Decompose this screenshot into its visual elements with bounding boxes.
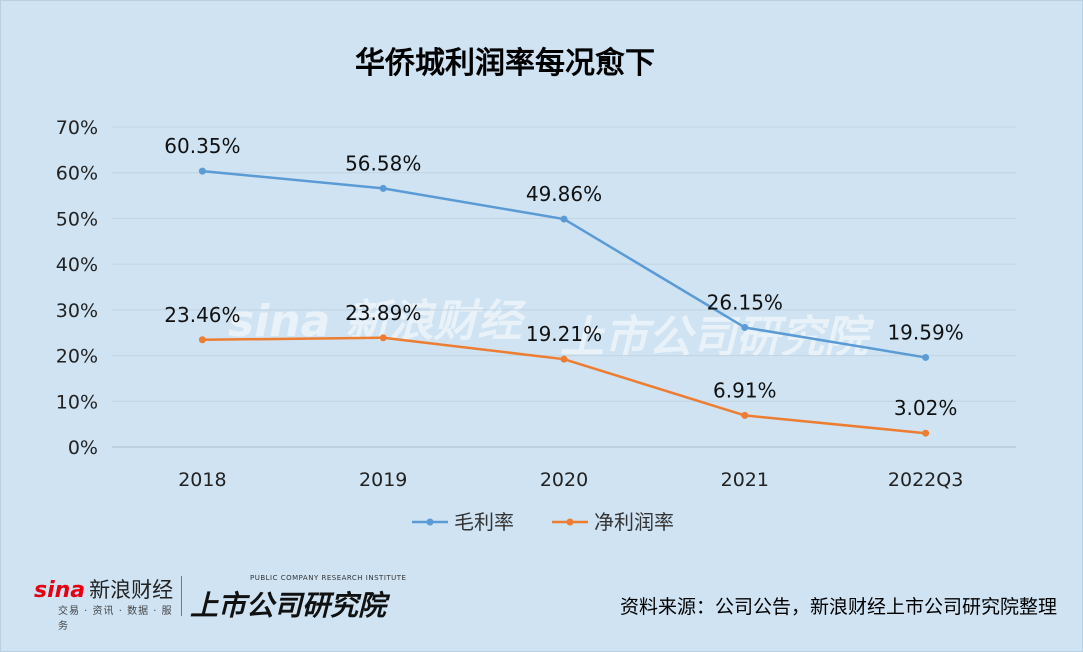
y-tick-label: 60% (56, 163, 98, 185)
y-tick-label: 40% (56, 254, 98, 276)
x-tick-label: 2019 (359, 469, 407, 491)
institute-en: PUBLIC COMPANY RESEARCH INSTITUTE (250, 574, 407, 582)
sina-subtitle: 交易 · 资讯 · 数据 · 服务 (58, 606, 173, 632)
legend-item-1: 毛利率 (412, 510, 514, 534)
sina-name: 新浪财经 (89, 578, 174, 602)
data-point (198, 336, 206, 344)
y-tick-label: 20% (56, 346, 98, 368)
y-tick-label: 0% (68, 437, 98, 459)
x-tick-label: 2022Q3 (888, 469, 963, 491)
x-axis: 2018 2019 2020 2021 2022Q3 (178, 469, 963, 491)
y-tick-label: 10% (56, 391, 98, 413)
data-label: 49.86% (526, 182, 602, 206)
data-label: 19.21% (526, 322, 602, 346)
data-point (198, 167, 206, 175)
series-2: 23.46% 23.89% 19.21% 6.91% 3.02% (164, 301, 957, 437)
series-1: 60.35% 56.58% 49.86% 26.15% 19.59% (164, 134, 964, 361)
data-point (560, 215, 568, 223)
y-tick-label: 70% (56, 117, 98, 139)
institute-zh: 上市公司研究院 (190, 589, 387, 622)
watermark-institute: 上市公司研究院 (560, 312, 875, 363)
data-label: 56.58% (345, 151, 421, 175)
data-point (379, 184, 387, 192)
source-note: 资料来源：公司公告，新浪财经上市公司研究院整理 (619, 596, 1057, 618)
y-tick-label: 30% (56, 300, 98, 322)
x-tick-label: 2018 (178, 469, 226, 491)
data-point (922, 353, 930, 361)
sina-finance-logo: sina 新浪财经 交易 · 资讯 · 数据 · 服务 (34, 574, 174, 632)
logo-divider (181, 576, 182, 616)
data-label: 23.89% (345, 301, 421, 325)
x-tick-label: 2021 (721, 469, 769, 491)
legend-item-2: 净利润率 (552, 510, 674, 534)
x-tick-label: 2020 (540, 469, 588, 491)
chart-title: 华侨城利润率每况愈下 (355, 46, 655, 81)
data-label: 3.02% (894, 396, 958, 420)
data-point (741, 411, 749, 419)
grid-lines (112, 126, 1016, 448)
data-label: 23.46% (164, 303, 240, 327)
data-point (560, 355, 568, 363)
legend-swatch-marker (426, 518, 434, 526)
data-label: 19.59% (887, 320, 963, 344)
data-label: 26.15% (707, 290, 783, 314)
legend-label: 净利润率 (594, 510, 674, 534)
data-point (379, 334, 387, 342)
data-label: 60.35% (164, 134, 240, 158)
series-layer: 60.35% 56.58% 49.86% 26.15% 19.59% 23.46% 23.8… (164, 134, 964, 437)
sina-brand: sina (34, 578, 86, 603)
data-point (741, 323, 749, 331)
legend-swatch-marker (566, 518, 574, 526)
data-label: 6.91% (713, 378, 777, 402)
y-axis: 0% 10% 20% 30% 40% 50% 60% 70% (56, 117, 98, 459)
data-point (922, 429, 930, 437)
legend-label: 毛利率 (454, 510, 514, 534)
legend: 毛利率 净利润率 (412, 510, 674, 534)
y-tick-label: 50% (56, 208, 98, 230)
institute-logo: PUBLIC COMPANY RESEARCH INSTITUTE 上市公司研究… (190, 572, 406, 622)
